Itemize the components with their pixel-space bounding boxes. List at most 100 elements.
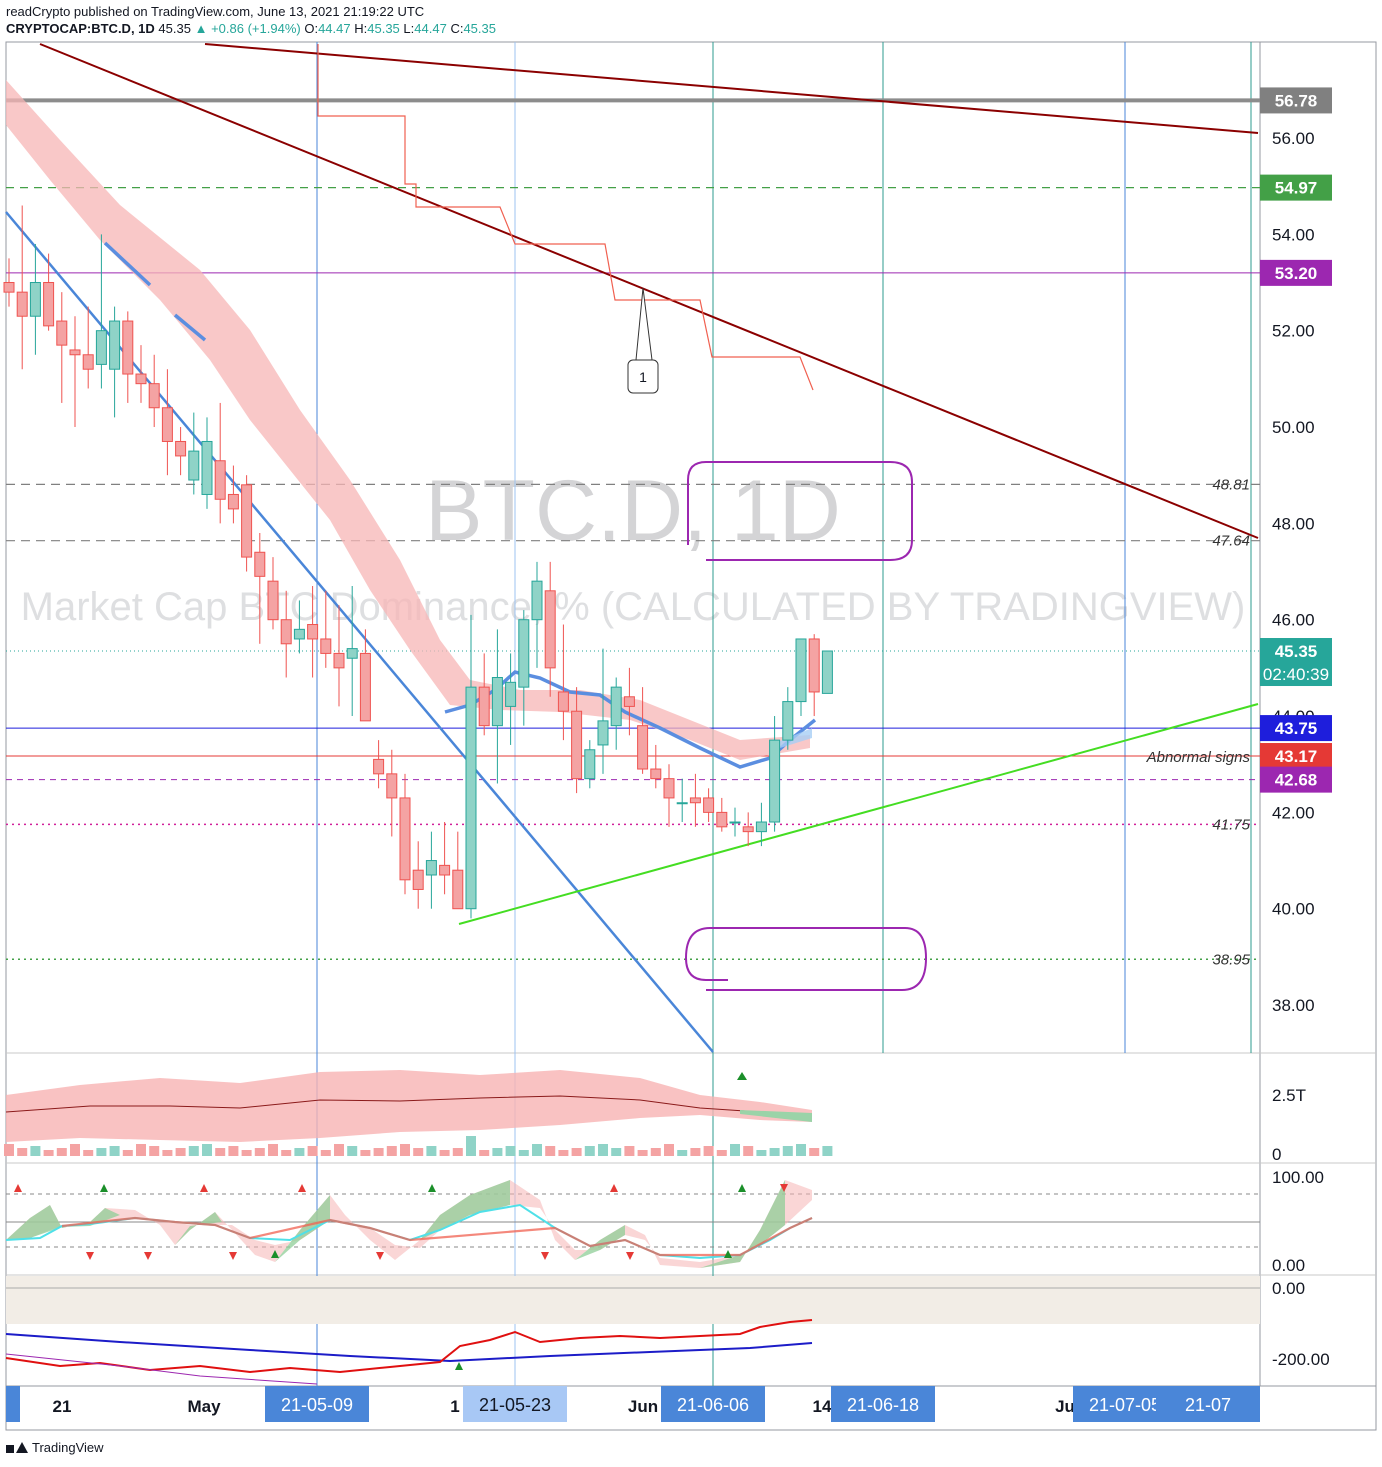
volume-bar xyxy=(730,1144,740,1156)
ohlc-low: 44.47 xyxy=(414,21,447,36)
volume-bar xyxy=(571,1148,582,1156)
volume-bar xyxy=(30,1146,41,1156)
volume-bar xyxy=(334,1144,344,1156)
candle-body xyxy=(505,681,517,707)
stoch-down-arrow-icon xyxy=(229,1252,237,1260)
volume-bar xyxy=(307,1146,318,1156)
volume-bar xyxy=(109,1146,120,1156)
signal-up-arrow-icon xyxy=(737,1072,747,1080)
volume-bar xyxy=(4,1144,14,1156)
volume-bar xyxy=(505,1146,516,1156)
candle-body xyxy=(293,628,305,640)
stoch-up-arrow-icon xyxy=(738,1184,746,1192)
candle-body xyxy=(346,648,358,659)
volume-bar xyxy=(479,1150,490,1156)
price-badge-bg xyxy=(1260,174,1332,201)
candle-48 xyxy=(637,687,649,774)
volume-bar xyxy=(584,1146,595,1156)
candle-body xyxy=(359,652,371,722)
price-badge-bg xyxy=(1260,638,1332,687)
candle-11 xyxy=(148,354,160,428)
candle-body xyxy=(412,869,424,890)
price-badge-label: 45.35 xyxy=(1275,642,1318,661)
volume-bar xyxy=(677,1150,688,1156)
candle-38 xyxy=(505,653,517,745)
candle-body xyxy=(135,373,147,385)
up-arrow-icon: ▲ xyxy=(194,21,208,36)
volume-bar xyxy=(70,1144,80,1156)
publish-info: readCrypto published on TradingView.com,… xyxy=(6,4,425,19)
candle-body xyxy=(16,291,28,317)
candle-body xyxy=(386,773,398,799)
ohlc-open: 44.47 xyxy=(318,21,351,36)
volume-bar xyxy=(650,1148,661,1156)
highlight-box-lower xyxy=(684,927,928,991)
callout-label: 1 xyxy=(639,369,647,385)
volume-ma-line xyxy=(5,1095,813,1117)
volume-bar xyxy=(611,1148,622,1156)
x-tick-label: Ju xyxy=(1055,1397,1075,1416)
volume-bar xyxy=(796,1144,806,1156)
candle-32 xyxy=(425,831,437,909)
candle-47 xyxy=(623,667,635,736)
y-tick-label: 48.00 xyxy=(1272,514,1315,533)
candle-18 xyxy=(241,475,253,572)
candle-body xyxy=(227,493,239,510)
volume-bar xyxy=(664,1144,674,1156)
ma-fragment-1 xyxy=(103,241,152,287)
x-badge-label: 21-05-23 xyxy=(479,1395,551,1415)
ohlc-close: 45.35 xyxy=(463,21,496,36)
candle-body xyxy=(399,797,411,881)
ma-ribbon-band xyxy=(6,80,810,760)
volume-bar xyxy=(452,1148,463,1156)
volume-bar xyxy=(716,1150,727,1156)
y-tick-label: 54.00 xyxy=(1272,225,1315,244)
x-badge-label: 21-06-18 xyxy=(847,1395,919,1415)
volume-axis-label: 2.5T xyxy=(1272,1086,1306,1105)
stoch-up-arrow-icon xyxy=(610,1184,618,1192)
candle-body xyxy=(571,710,583,780)
y-tick-label: 40.00 xyxy=(1272,900,1315,919)
candle-body xyxy=(518,619,530,688)
volume-bar xyxy=(254,1148,265,1156)
candle-39 xyxy=(518,610,530,726)
candle-56 xyxy=(742,812,754,847)
candle-53 xyxy=(703,788,715,823)
candle-7 xyxy=(95,234,107,389)
candle-23 xyxy=(307,585,319,678)
resistance-line-lower xyxy=(39,43,1259,539)
volume-bar xyxy=(492,1148,503,1156)
candle-51 xyxy=(676,778,688,823)
symbol-info: CRYPTOCAP:BTC.D, 1D 45.35 ▲ +0.86 (+1.94… xyxy=(6,21,496,36)
level-label: 47.64 xyxy=(1212,533,1250,550)
chart-frame xyxy=(5,41,1377,1431)
candle-27 xyxy=(359,629,371,722)
volume-bar xyxy=(466,1136,476,1156)
candle-body xyxy=(148,383,160,409)
candle-17 xyxy=(227,465,239,524)
candle-55 xyxy=(729,807,741,837)
candle-40 xyxy=(531,561,543,668)
footer-brand: TradingView xyxy=(32,1440,104,1455)
level-label: 48.81 xyxy=(1212,476,1250,493)
candle-44 xyxy=(584,740,596,789)
candle-body xyxy=(782,701,794,741)
candle-body xyxy=(43,282,55,327)
candle-body xyxy=(280,619,292,645)
candle-31 xyxy=(412,841,424,909)
volume-bar xyxy=(347,1146,358,1156)
candle-body xyxy=(95,330,107,365)
x-tick-label: Jun xyxy=(628,1397,658,1416)
price-badge-label: 56.78 xyxy=(1275,91,1318,110)
indicator-panes: 2.5T 0 100.00 0.00 0.00 -200.00 xyxy=(4,1070,1330,1385)
level-label: 41.75 xyxy=(1212,816,1250,833)
candle-body xyxy=(808,638,820,693)
candle-26 xyxy=(346,585,358,717)
candle-body xyxy=(676,802,688,805)
volume-bar xyxy=(360,1150,371,1156)
volume-bar xyxy=(809,1148,820,1156)
ohlc-high: 45.35 xyxy=(367,21,400,36)
candle-body xyxy=(69,349,81,356)
stoch-up-arrow-icon xyxy=(428,1184,436,1192)
